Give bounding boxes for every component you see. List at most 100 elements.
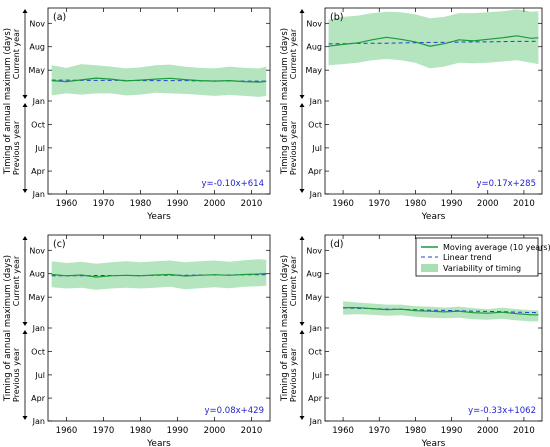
x-tick-label: 1990 [167,199,189,209]
y-tick-label: May [28,293,45,302]
panel-label: (c) [53,239,66,250]
panel-a: 1960 1970 1980 1990 2000 2010 Nov Aug May Jan Oct J… [3,7,271,222]
previous-year-label: Previous year [289,347,298,402]
x-axis-label: Years [146,212,171,222]
trend-equation: y=-0.33x+1062 [468,406,536,416]
moving-average-line [343,307,539,316]
trend-equation: y=-0.10x+614 [201,179,264,189]
x-tick-label: 1960 [56,199,78,209]
current-year-arrow-up [299,9,305,13]
moving-average-line [51,77,267,83]
y-axis-label: Timing of annual maximum (days) [3,255,13,402]
previous-year-arrow-up [299,330,305,334]
linear-trend-line [328,40,539,45]
x-tick-label: 1960 [332,426,354,436]
linear-trend-line [343,307,539,314]
legend-variability-label: Variability of timing [443,264,521,273]
x-axis-label: Years [146,439,171,447]
y-tick-label: May [305,293,322,302]
y-tick-label: Jan [32,324,45,333]
y-tick-label: Apr [308,394,323,403]
current-year-arrow-down [299,322,305,326]
x-tick-label: 2010 [241,199,263,209]
legend: Moving average (10 years) Linear trend V… [415,237,550,277]
y-tick-label: Jan [32,417,45,426]
moving-average-line [328,35,539,47]
previous-year-arrow-up [22,330,28,334]
x-axis-label: Years [421,212,446,222]
y-tick-label: Nov [29,246,45,255]
previous-year-arrow-down [299,416,305,420]
y-tick-label: Jan [309,97,322,106]
moving-average-line [51,272,267,278]
y-tick-label: Aug [306,43,322,52]
y-tick-label: Apr [31,167,46,176]
y-tick-label: Aug [29,270,45,279]
y-tick-label: Jan [309,417,322,426]
x-tick-label: 1990 [167,426,189,436]
previous-year-arrow-down [22,416,28,420]
x-tick-label: 1970 [93,426,115,436]
current-year-arrow-down [22,95,28,99]
panel-b: 1960 1970 1980 1990 2000 2010 Nov Aug May Jan Oct J… [280,7,543,222]
y-tick-label: Jul [311,371,322,380]
y-tick-label: Jan [309,190,322,199]
legend-variability-swatch [421,264,438,272]
y-axis-label: Timing of annual maximum (days) [280,255,290,402]
panel-c: 1960 1970 1980 1990 2000 2010 Nov Aug May Jan Oct J… [3,234,271,447]
x-tick-label: 2010 [513,199,535,209]
x-tick-label: 1970 [368,426,390,436]
panel-label: (a) [53,12,66,23]
y-tick-label: May [28,66,45,75]
x-axis-label: Years [421,439,446,447]
previous-year-arrow-down [299,189,305,193]
y-tick-label: Nov [306,246,322,255]
y-tick-label: Nov [306,19,322,28]
trend-equation: y=0.17x+285 [477,179,536,189]
legend-moving-average-label: Moving average (10 years) [443,243,550,252]
plot-frame [47,7,271,195]
y-tick-label: Jan [32,190,45,199]
previous-year-label: Previous year [12,120,21,175]
y-axis-label: Timing of annual maximum (days) [280,28,290,175]
variability-band [328,9,539,69]
previous-year-arrow-down [22,189,28,193]
current-year-arrow-up [22,236,28,240]
y-tick-label: Oct [31,120,45,129]
previous-year-arrow-up [22,103,28,107]
y-tick-label: Oct [308,120,322,129]
current-year-label: Current year [289,255,298,306]
previous-year-arrow-up [299,103,305,107]
previous-year-label: Previous year [12,347,21,402]
x-tick-label: 2000 [204,426,226,436]
y-axis-label: Timing of annual maximum (days) [3,28,13,175]
y-tick-label: Jul [311,144,322,153]
x-tick-label: 1980 [405,426,427,436]
previous-year-label: Previous year [289,120,298,175]
panel-d: 1960 1970 1980 1990 2000 2010 Nov Aug May Jan Oct J… [280,234,543,447]
x-tick-label: 2000 [204,199,226,209]
y-tick-label: May [305,66,322,75]
y-tick-label: Oct [308,347,322,356]
x-tick-label: 1990 [441,199,463,209]
y-tick-label: Apr [31,394,46,403]
x-tick-label: 2000 [477,426,499,436]
trend-equation: y=0.08x+429 [205,406,264,416]
x-tick-label: 1970 [368,199,390,209]
current-year-arrow-down [22,322,28,326]
y-tick-label: Apr [308,167,323,176]
current-year-label: Current year [12,255,21,306]
x-tick-label: 1980 [405,199,427,209]
y-tick-label: Oct [31,347,45,356]
current-year-label: Current year [12,28,21,79]
x-tick-label: 2010 [241,426,263,436]
panel-label: (d) [330,239,343,250]
panel-label: (b) [330,12,343,23]
x-tick-label: 1970 [93,199,115,209]
x-tick-label: 1980 [130,426,152,436]
y-tick-label: Jul [34,371,45,380]
current-year-arrow-down [299,95,305,99]
x-tick-label: 1960 [332,199,354,209]
current-year-arrow-up [22,9,28,13]
